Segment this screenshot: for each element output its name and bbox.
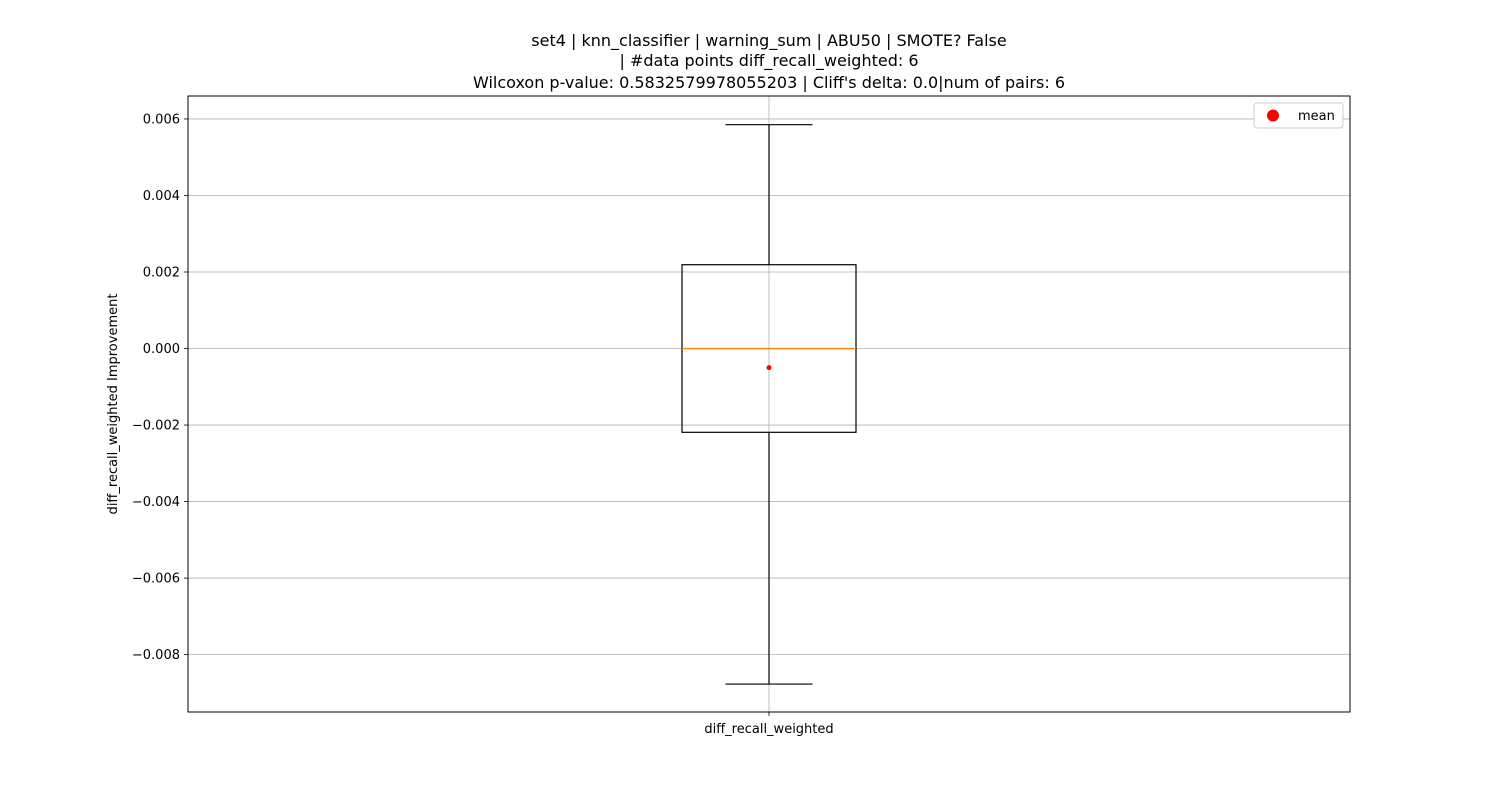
y-tick-label: −0.004 bbox=[132, 495, 180, 510]
box-layer bbox=[681, 124, 857, 685]
y-tick-label: −0.002 bbox=[132, 419, 180, 434]
y-axis-label: diff_recall_weighted Improvement bbox=[106, 294, 121, 515]
x-tick-label: diff_recall_weighted bbox=[704, 722, 833, 737]
title-line-3: Wilcoxon p-value: 0.5832579978055203 | C… bbox=[473, 73, 1065, 92]
y-tick-label: 0.006 bbox=[143, 112, 180, 127]
legend-mean-marker bbox=[1267, 109, 1279, 122]
legend-box bbox=[1253, 102, 1344, 129]
title-line-1: set4 | knn_classifier | warning_sum | AB… bbox=[531, 31, 1006, 51]
y-tick-label: −0.006 bbox=[132, 572, 180, 587]
y-axis-ticks: −0.008 −0.006 −0.004 −0.002 0.000 0.002 0.004 0… bbox=[132, 112, 188, 663]
y-tick-label: 0.000 bbox=[143, 342, 180, 357]
y-tick-label: 0.004 bbox=[143, 189, 180, 204]
title-line-2: | #data points diff_recall_weighted: 6 bbox=[619, 51, 918, 71]
legend: mean bbox=[1253, 102, 1344, 129]
legend-mean-label: mean bbox=[1298, 109, 1335, 124]
chart-title: set4 | knn_classifier | warning_sum | AB… bbox=[473, 31, 1065, 92]
x-axis-ticks: diff_recall_weighted bbox=[704, 712, 834, 737]
y-tick-label: −0.008 bbox=[132, 648, 180, 663]
mean-marker bbox=[766, 365, 772, 371]
y-tick-label: 0.002 bbox=[143, 266, 180, 281]
